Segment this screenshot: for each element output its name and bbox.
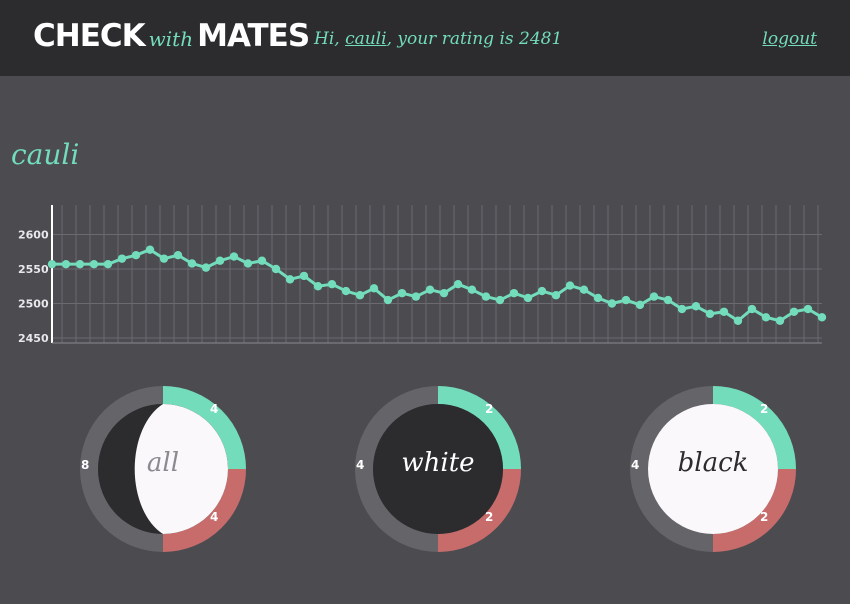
rating-point xyxy=(537,286,547,296)
rating-chart: 2600 2550 2500 2450 xyxy=(18,205,827,345)
donut-black-disc xyxy=(648,404,778,534)
y-tick-label: 2600 xyxy=(18,229,49,242)
rating-point xyxy=(145,245,155,254)
y-tick-label: 2450 xyxy=(18,332,49,345)
rating-point xyxy=(481,292,491,301)
donut-all-losses: 4 xyxy=(210,510,219,524)
donut-black-win-arc xyxy=(712,386,796,470)
rating-point xyxy=(75,259,85,269)
rating-point xyxy=(495,295,505,305)
donut-all-light-half xyxy=(134,404,228,534)
rating-point xyxy=(257,256,267,265)
y-tick-label: 2500 xyxy=(18,298,49,311)
rating-point xyxy=(565,281,575,290)
brand-mates: MATES xyxy=(197,18,310,54)
greeting-suffix: , your rating is 2481 xyxy=(386,29,563,49)
rating-point xyxy=(719,307,729,316)
top-bar: CHECK with MATES Hi, cauli, your rating is… xyxy=(0,0,850,76)
rating-point xyxy=(355,291,365,300)
logout-link[interactable]: logout xyxy=(762,29,817,49)
rating-point xyxy=(761,313,771,322)
y-tick-label: 2550 xyxy=(18,263,49,276)
donut-all[interactable]: all 8 4 4 xyxy=(78,384,248,554)
greeting-prefix: Hi, xyxy=(314,29,346,49)
donut-all-win-arc xyxy=(162,386,246,470)
rating-point xyxy=(691,302,701,311)
rating-point xyxy=(579,285,589,294)
rating-point xyxy=(397,288,407,298)
rating-point xyxy=(635,300,645,310)
rating-point xyxy=(61,259,71,269)
rating-point xyxy=(663,295,673,305)
rating-point xyxy=(607,299,617,308)
donut-all-loss-arc xyxy=(162,468,246,552)
rating-point xyxy=(369,284,379,293)
rating-point xyxy=(187,259,197,268)
rating-point xyxy=(131,251,141,260)
rating-point xyxy=(621,295,631,305)
rating-point xyxy=(733,316,743,325)
rating-point xyxy=(747,304,757,314)
rating-point xyxy=(243,259,253,268)
rating-point xyxy=(425,285,435,294)
donut-white[interactable]: white 4 2 2 xyxy=(353,384,523,554)
donut-white-wins: 2 xyxy=(485,402,494,416)
donut-black-label: black xyxy=(677,448,749,478)
rating-point xyxy=(775,316,785,325)
rating-point xyxy=(117,254,127,263)
rating-point xyxy=(341,286,351,296)
rating-point xyxy=(215,256,225,265)
donut-all-wins: 4 xyxy=(210,402,219,416)
rating-point xyxy=(509,288,519,298)
rating-point xyxy=(705,309,715,319)
rating-point xyxy=(453,279,463,289)
donut-white-disc xyxy=(373,404,503,534)
donut-white-total: 4 xyxy=(356,458,365,472)
brand-logo[interactable]: CHECK with MATES xyxy=(33,18,310,58)
rating-point xyxy=(229,252,239,261)
rating-point xyxy=(649,292,659,301)
donut-white-label: white xyxy=(401,448,475,478)
rating-point xyxy=(789,307,799,316)
rating-point xyxy=(299,271,309,281)
donut-all-total: 8 xyxy=(81,458,90,472)
rating-point xyxy=(677,304,687,314)
brand-check: CHECK xyxy=(33,18,146,54)
rating-point xyxy=(439,288,449,298)
rating-point xyxy=(803,304,813,314)
donut-black-loss-arc xyxy=(712,468,796,552)
brand-with: with xyxy=(148,27,194,51)
greeting: Hi, cauli, your rating is 2481 xyxy=(314,29,562,49)
rating-point xyxy=(271,264,281,274)
donut-black-wins: 2 xyxy=(760,402,769,416)
donut-all-label: all xyxy=(146,448,180,478)
rating-point xyxy=(411,292,421,301)
donut-black-total: 4 xyxy=(631,458,640,472)
donut-white-losses: 2 xyxy=(485,510,494,524)
rating-point xyxy=(327,279,337,289)
rating-point xyxy=(285,275,295,284)
rating-point xyxy=(103,259,113,269)
rating-point xyxy=(89,259,99,269)
rating-point xyxy=(47,259,57,269)
donut-white-win-arc xyxy=(437,386,521,470)
donut-black[interactable]: black 4 2 2 xyxy=(628,384,798,554)
rating-point xyxy=(313,282,323,291)
rating-point xyxy=(467,285,477,294)
rating-point xyxy=(593,293,603,303)
rating-point xyxy=(173,251,183,260)
rating-point xyxy=(159,254,169,263)
donut-black-losses: 2 xyxy=(760,510,769,524)
username-link[interactable]: cauli xyxy=(345,29,387,49)
rating-point xyxy=(551,291,561,300)
rating-point xyxy=(201,263,211,272)
profile-name: cauli xyxy=(11,138,80,171)
donut-white-loss-arc xyxy=(437,468,521,552)
rating-point xyxy=(523,293,533,303)
rating-point xyxy=(383,295,393,305)
rating-point xyxy=(817,313,827,322)
